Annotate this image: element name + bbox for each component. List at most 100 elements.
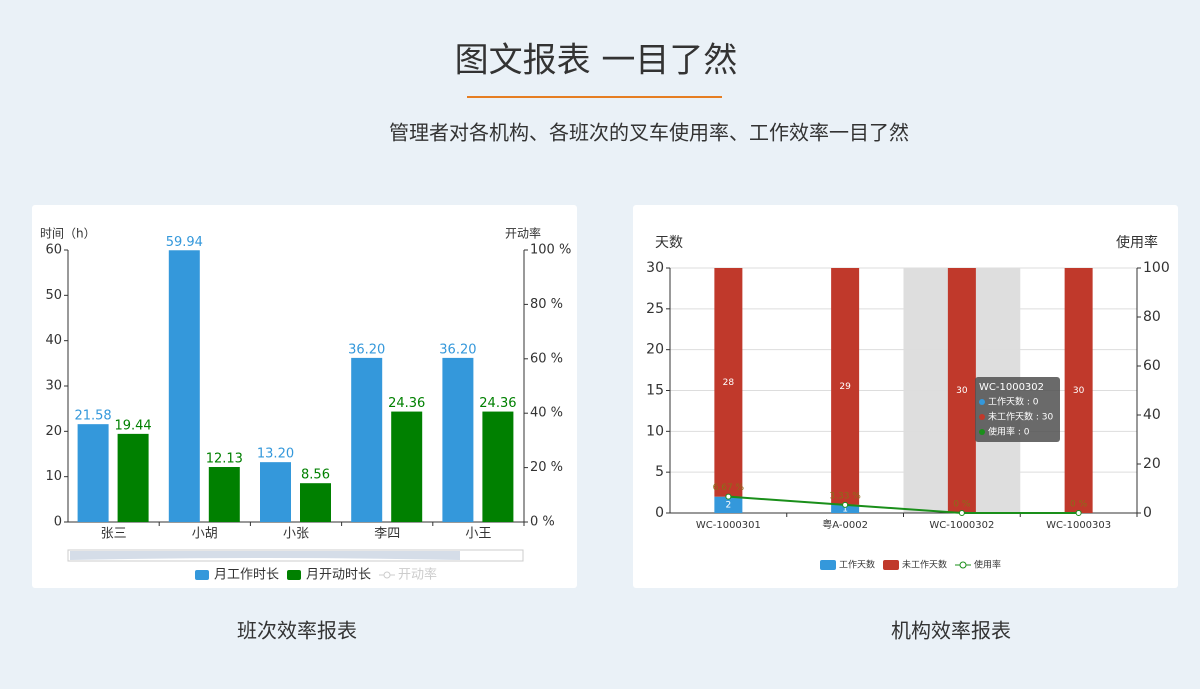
tooltip-line: 使用率 : 0 (988, 426, 1030, 438)
line-point (842, 501, 849, 508)
chart-caption: 机构效率报表 (891, 619, 1011, 643)
line-point (725, 493, 732, 500)
y2-tick-label: 60 % (530, 351, 563, 366)
y2-tick-label: 100 % (530, 243, 571, 258)
y-tick-label: 30 (45, 379, 62, 394)
data-label: 1 (842, 504, 848, 514)
y-tick-label: 60 (45, 243, 62, 258)
x-tick-label: WC-1000303 (1046, 520, 1111, 531)
bar (947, 268, 976, 513)
data-label: 29 (839, 382, 851, 392)
data-label: 36.20 (439, 342, 476, 357)
data-label: 21.58 (74, 409, 111, 424)
legend-label[interactable]: 开动率 (398, 567, 437, 583)
y-tick-label: 10 (45, 469, 62, 484)
y-tick-label: 40 (45, 333, 62, 348)
legend-swatch (820, 560, 836, 570)
data-label: 28 (723, 378, 735, 388)
x-tick-label: 小张 (283, 527, 309, 542)
y-tick-label: 0 (54, 515, 62, 530)
legend-label[interactable]: 未工作天数 (902, 559, 947, 571)
tooltip-dot (979, 429, 985, 435)
x-tick-label: WC-1000302 (929, 520, 994, 531)
y-tick-label: 15 (646, 383, 664, 399)
legend-swatch (195, 570, 209, 580)
legend-swatch (959, 561, 967, 569)
card (32, 205, 577, 588)
y2-tick-label: 20 (1143, 456, 1161, 472)
data-label: 0 % (953, 500, 971, 510)
y2-tick-label: 20 % (530, 460, 563, 475)
chart-caption: 班次效率报表 (237, 619, 357, 643)
line-point (958, 510, 965, 516)
y2-axis-title: 使用率 (1116, 234, 1158, 251)
legend-swatch (883, 560, 899, 570)
bar (831, 504, 860, 513)
bar (168, 250, 200, 522)
y-axis-title: 天数 (655, 235, 683, 251)
x-tick-label: 张三 (101, 527, 127, 542)
page-title: 图文报表 一目了然 (455, 41, 738, 81)
bar (208, 467, 240, 522)
tooltip-line: 工作天数 : 0 (988, 396, 1039, 408)
data-label: 24.36 (388, 396, 425, 411)
x-tick-label: 李四 (374, 527, 400, 542)
legend-swatch (287, 570, 301, 580)
bar (300, 483, 331, 522)
y2-tick-label: 0 % (530, 515, 555, 530)
y-tick-label: 0 (655, 505, 664, 521)
bar (831, 268, 860, 505)
line-point (1075, 510, 1082, 516)
tooltip-line: 未工作天数 : 30 (988, 411, 1053, 423)
x-tick-label: 粤A-0002 (822, 518, 868, 531)
y2-tick-label: 80 (1143, 309, 1161, 325)
data-label: 0 % (1070, 500, 1088, 510)
data-label: 3.33 % (829, 491, 861, 501)
tooltip-title: WC-1000302 (979, 382, 1044, 393)
line (728, 495, 1079, 514)
tooltip-dot (979, 414, 985, 420)
legend-label[interactable]: 月开动时长 (306, 568, 371, 583)
x-tick-label: WC-1000301 (696, 520, 761, 531)
legend-label[interactable]: 月工作时长 (214, 568, 279, 583)
y2-tick-label: 60 (1143, 358, 1161, 374)
bar (117, 433, 149, 522)
legend-label[interactable]: 工作天数 (839, 559, 875, 571)
y-tick-label: 25 (646, 301, 664, 317)
data-label: 19.44 (114, 418, 151, 433)
data-label: 13.20 (257, 447, 294, 462)
bar (391, 411, 423, 522)
zoom-slider-range (70, 551, 460, 560)
data-label: 2 (726, 500, 732, 510)
x-tick-label: 小胡 (192, 527, 218, 542)
bar (482, 411, 514, 522)
y2-axis-title: 开动率 (505, 226, 541, 241)
y-axis-title: 时间（h） (40, 227, 96, 241)
bar (714, 268, 743, 497)
y2-tick-label: 80 % (530, 297, 563, 312)
y-tick-label: 50 (45, 288, 62, 303)
data-label: 24.36 (479, 396, 516, 411)
data-label: 12.13 (206, 452, 243, 467)
y-tick-label: 10 (646, 423, 664, 439)
bar (77, 424, 109, 522)
y-tick-label: 20 (646, 342, 664, 358)
y2-tick-label: 40 % (530, 406, 563, 421)
y2-tick-label: 40 (1143, 407, 1161, 423)
bar (351, 357, 383, 522)
x-tick-label: 小王 (465, 527, 491, 542)
y-tick-label: 20 (45, 424, 62, 439)
y-tick-label: 5 (655, 464, 664, 480)
data-label: 59.94 (166, 235, 203, 250)
data-label: 6.67 % (713, 483, 745, 493)
tooltip-dot (979, 399, 985, 405)
data-label: 30 (1073, 386, 1085, 396)
data-label: 8.56 (301, 468, 330, 483)
bar (714, 496, 743, 513)
bar (260, 462, 291, 522)
legend-label[interactable]: 使用率 (974, 559, 1001, 571)
data-label: 30 (956, 386, 968, 396)
bar (1064, 268, 1093, 513)
legend-swatch (383, 571, 391, 579)
